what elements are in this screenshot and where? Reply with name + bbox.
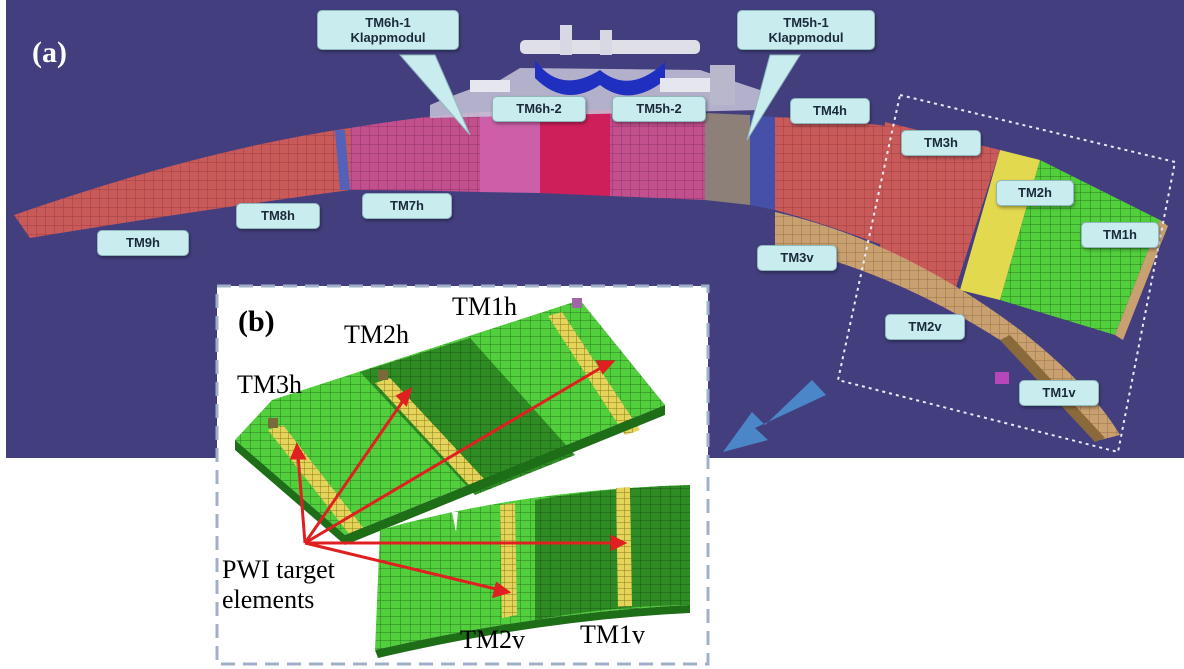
label-tm5h2: TM5h-2	[612, 96, 706, 122]
zoom-arrow	[723, 380, 826, 452]
label-tm3h: TM3h	[901, 130, 981, 156]
label-tm5h1-line2: Klappmodul	[768, 30, 844, 45]
pwi-target-label: PWI target elements	[222, 555, 335, 615]
label-tm4h: TM4h	[790, 98, 870, 124]
callout-pointer-tm6h1	[398, 54, 471, 136]
zoom-label-tm1h: TM1h	[452, 292, 517, 321]
zoom-label-tm3h: TM3h	[237, 370, 302, 399]
label-tm8h: TM8h	[236, 203, 320, 229]
label-tm1h: TM1h	[1081, 222, 1159, 248]
label-tm7h: TM7h	[362, 193, 452, 219]
callout-pointer-tm5h1	[746, 54, 801, 141]
horizontal-target-arc	[14, 110, 900, 250]
zoom-vertical-tiles	[375, 485, 690, 658]
pwi-target-line1: PWI target	[222, 555, 335, 584]
panel-a-tag: (a)	[32, 36, 67, 69]
label-tm6h2: TM6h-2	[492, 96, 586, 122]
label-tm5h1-klappmodul: TM5h-1 Klappmodul	[737, 10, 875, 50]
label-tm2h: TM2h	[996, 180, 1074, 206]
zoom-label-tm2v: TM2v	[460, 625, 525, 654]
pwi-arrows	[289, 360, 628, 599]
zoom-label-tm2h: TM2h	[344, 320, 409, 349]
label-tm3v: TM3v	[757, 245, 837, 271]
pwi-target-line2: elements	[222, 585, 315, 614]
zoom-label-tm1v: TM1v	[580, 620, 645, 649]
label-tm6h1-klappmodul: TM6h-1 Klappmodul	[317, 10, 459, 50]
label-tm6h1-line2: Klappmodul	[350, 30, 426, 45]
label-tm6h1-line1: TM6h-1	[365, 15, 411, 30]
label-tm2v: TM2v	[885, 314, 965, 340]
panel-b-tag: (b)	[238, 305, 275, 338]
label-tm5h1-line1: TM5h-1	[783, 15, 829, 30]
label-tm9h: TM9h	[97, 230, 189, 256]
label-tm1v: TM1v	[1019, 380, 1099, 406]
